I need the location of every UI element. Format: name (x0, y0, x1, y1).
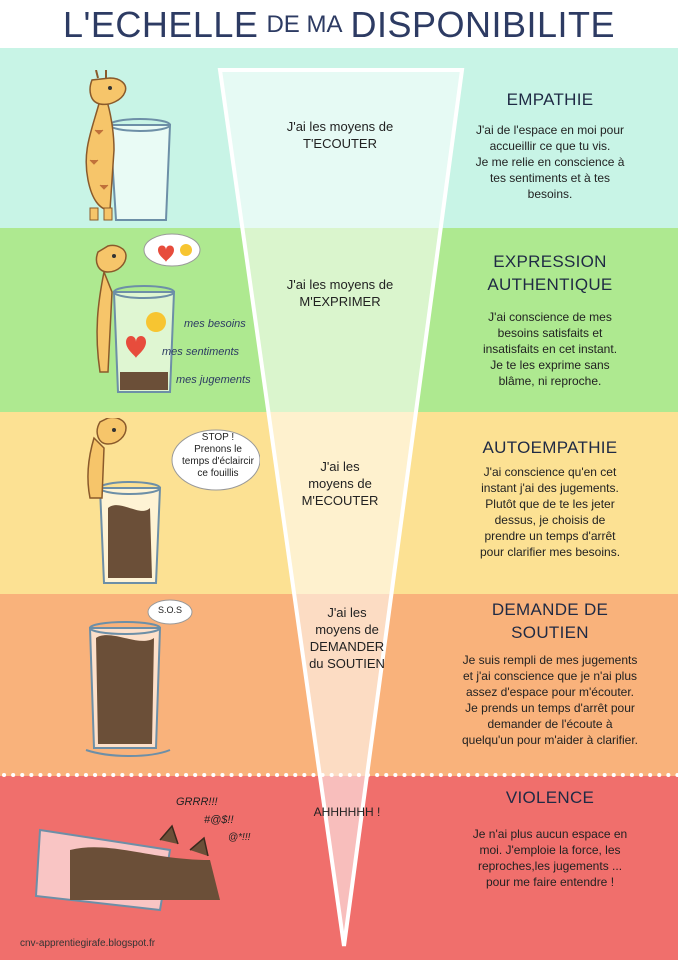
description-violence: Je n'ai plus aucun espace en moi. J'empl… (472, 827, 628, 889)
title-part3: DISPONIBILITE (350, 4, 616, 45)
heading-expression: EXPRESSION AUTHENTIQUE (487, 252, 613, 294)
giraffe-overflowing-glass-illustration (85, 599, 193, 757)
heading-empathy: EMPATHIE (506, 90, 594, 109)
heading-violence: VIOLENCE (505, 788, 595, 807)
giraffe-empty-glass-illustration (85, 70, 172, 221)
growl-text-1: GRRR!!! (176, 796, 218, 808)
heading-support: DEMANDE DE SOUTIEN (491, 600, 609, 642)
description-support: Je suis rempli de mes jugements et j'ai … (461, 653, 638, 747)
description-autoempathy: J'ai conscience qu'en cet instant j'ai d… (479, 465, 621, 559)
annotation-sentiments: mes sentiments (162, 346, 240, 358)
description-empathy: J'ai de l'espace en moi pour accueillir … (475, 123, 625, 201)
center-text-empathy: J'ai les moyens de T'ECOUTER (286, 119, 394, 151)
center-text-violence: AHHHHHH ! (313, 805, 381, 819)
growl-text-2: #@$!! (204, 814, 234, 826)
page-title: L'ECHELLE DE MA DISPONIBILITE (0, 0, 678, 50)
center-text-support: J'ai les moyens de DEMANDER du SOUTIEN (309, 605, 385, 671)
annotation-besoins: mes besoins (184, 318, 246, 330)
giraffe-messy-glass-illustration (87, 418, 260, 584)
broken-glass-wolves-illustration (34, 824, 220, 912)
credit-text: cnv-apprentiegirafe.blogspot.fr (20, 938, 156, 949)
heading-autoempathy: AUTOEMPATHIE (482, 438, 618, 457)
stop-bubble-text: STOP ! Prenons le temps d'éclaircir ce f… (182, 432, 254, 479)
giraffe-glass-needs-illustration (95, 233, 201, 393)
center-text-expression: J'ai les moyens de M'EXPRIMER (286, 277, 394, 309)
center-text-autoempathy: J'ai les moyens de M'ECOUTER (301, 459, 379, 508)
sos-bubble-text: S.O.S (158, 605, 183, 615)
title-part1: L'ECHELLE (62, 4, 259, 45)
annotation-jugements: mes jugements (176, 374, 251, 386)
growl-text-3: @*!!! (228, 832, 251, 843)
description-expression: J'ai conscience de mes besoins satisfait… (482, 310, 618, 388)
title-part2: DE MA (266, 11, 343, 38)
